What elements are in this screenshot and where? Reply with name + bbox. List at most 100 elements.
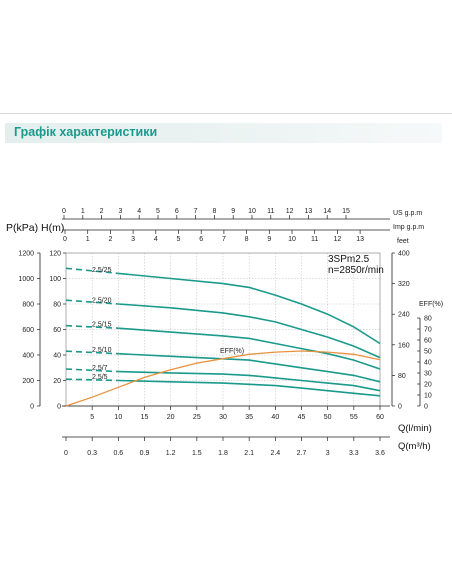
m3h-tick-label: 3 — [326, 450, 330, 457]
usgpm-tick-label: 15 — [342, 208, 350, 215]
y-axis-label-left: P(kPa) H(m) — [6, 222, 64, 234]
impgpm-tick-label: 5 — [177, 236, 181, 243]
eff-tick-label: 30 — [424, 371, 432, 378]
series-dashed-2.5/7 — [65, 368, 119, 373]
m-tick-label: 120 — [49, 251, 61, 258]
feet-tick-label: 320 — [398, 281, 410, 288]
impgpm-tick-label: 13 — [356, 236, 364, 243]
eff-tick-label: 20 — [424, 382, 432, 389]
m3h-tick-label: 0.3 — [87, 450, 97, 457]
m3h-tick-label: 2.1 — [244, 450, 254, 457]
series-label: 2.5/15 — [92, 322, 112, 329]
m3h-tick-label: 0 — [64, 450, 68, 457]
feet-tick-label: 400 — [398, 251, 410, 258]
m3h-tick-label: 2.4 — [270, 450, 280, 457]
section-banner: Графік характеристики — [5, 123, 442, 143]
lmin-tick-label: 55 — [350, 414, 358, 421]
impgpm-tick-label: 0 — [63, 236, 67, 243]
impgpm-axis-label: Imp g.p.m — [393, 224, 424, 231]
series-dashed-2.5/25 — [65, 267, 119, 275]
m3h-tick-label: 3.3 — [349, 450, 359, 457]
m3h-tick-label: 3.6 — [375, 450, 385, 457]
series-line-2.5/5 — [118, 379, 381, 397]
usgpm-tick-label: 4 — [137, 208, 141, 215]
eff-tick-label: 50 — [424, 349, 432, 356]
series-line-2.5/15 — [118, 327, 381, 370]
eff-tick-label: 70 — [424, 327, 432, 334]
usgpm-tick-label: 14 — [323, 208, 331, 215]
series-label: 2.5/7 — [92, 365, 108, 372]
eff-axis-label: EFF(%) — [419, 301, 443, 308]
feet-axis-label: feet — [397, 238, 409, 245]
lmin-tick-label: 50 — [324, 414, 332, 421]
feet-tick-label: 160 — [398, 342, 410, 349]
impgpm-tick-label: 7 — [222, 236, 226, 243]
kpa-tick-label: 0 — [30, 404, 34, 411]
impgpm-tick-label: 1 — [86, 236, 90, 243]
impgpm-tick-label: 4 — [154, 236, 158, 243]
series-line-2.5/20 — [118, 303, 381, 359]
eff-tick-label: 40 — [424, 360, 432, 367]
impgpm-tick-label: 12 — [334, 236, 342, 243]
m-tick-label: 80 — [53, 302, 61, 309]
usgpm-tick-label: 8 — [212, 208, 216, 215]
kpa-tick-label: 1000 — [18, 276, 34, 283]
m3h-tick-label: 2.7 — [297, 450, 307, 457]
kpa-tick-label: 200 — [22, 378, 34, 385]
kpa-tick-label: 800 — [22, 302, 34, 309]
series-line-2.5/7 — [118, 370, 381, 392]
eff-tick-label: 0 — [424, 404, 428, 411]
eff-tick-label: 60 — [424, 338, 432, 345]
usgpm-tick-label: 10 — [248, 208, 256, 215]
series-dashed-2.5/15 — [65, 324, 119, 329]
series-label: 2.5/5 — [92, 374, 108, 381]
m3h-tick-label: 0.6 — [113, 450, 123, 457]
feet-tick-label: 0 — [398, 404, 402, 411]
usgpm-tick-label: 7 — [194, 208, 198, 215]
m-tick-label: 20 — [53, 378, 61, 385]
m-tick-label: 100 — [49, 276, 61, 283]
lmin-tick-label: 20 — [167, 414, 175, 421]
series-dashed-2.5/20 — [65, 299, 119, 305]
impgpm-tick-label: 6 — [199, 236, 203, 243]
eff-tick-label: 80 — [424, 316, 432, 323]
series-line-2.5/25 — [118, 272, 381, 345]
lmin-tick-label: 25 — [193, 414, 201, 421]
kpa-tick-label: 400 — [22, 353, 34, 360]
usgpm-tick-label: 13 — [305, 208, 313, 215]
model-label: 3SPm2.5 — [328, 254, 370, 265]
lmin-tick-label: 5 — [90, 414, 94, 421]
usgpm-tick-label: 11 — [267, 208, 274, 215]
series-label: 2.5/20 — [92, 298, 112, 305]
lmin-tick-label: 40 — [271, 414, 279, 421]
m-tick-label: 60 — [53, 327, 61, 334]
kpa-tick-label: 1200 — [18, 251, 34, 258]
x-axis-label-lmin: Q(l/min) — [398, 423, 432, 434]
m-tick-label: 40 — [53, 353, 61, 360]
usgpm-axis-label: US g.p.m — [393, 210, 422, 217]
kpa-tick-label: 600 — [22, 327, 34, 334]
efficiency-curve — [65, 350, 381, 407]
usgpm-tick-label: 6 — [175, 208, 179, 215]
efficiency-curve-label: EFF(%) — [220, 348, 244, 355]
impgpm-tick-label: 9 — [267, 236, 271, 243]
impgpm-tick-label: 8 — [245, 236, 249, 243]
impgpm-tick-label: 2 — [108, 236, 112, 243]
lmin-tick-label: 35 — [245, 414, 253, 421]
page-title: Графік характеристики — [14, 125, 158, 139]
speed-label: n=2850r/min — [328, 265, 384, 276]
m3h-tick-label: 1.5 — [192, 450, 202, 457]
usgpm-tick-label: 1 — [81, 208, 85, 215]
lmin-tick-label: 30 — [219, 414, 227, 421]
x-axis-label-m3h: Q(m³/h) — [398, 441, 431, 452]
lmin-tick-label: 45 — [298, 414, 306, 421]
impgpm-tick-label: 3 — [131, 236, 135, 243]
m3h-tick-label: 0.9 — [140, 450, 150, 457]
series-label: 2.5/10 — [92, 347, 112, 354]
series-dashed-2.5/5 — [65, 378, 119, 382]
feet-tick-label: 240 — [398, 312, 410, 319]
usgpm-tick-label: 9 — [231, 208, 235, 215]
lmin-tick-label: 10 — [114, 414, 122, 421]
series-line-2.5/10 — [118, 352, 381, 383]
